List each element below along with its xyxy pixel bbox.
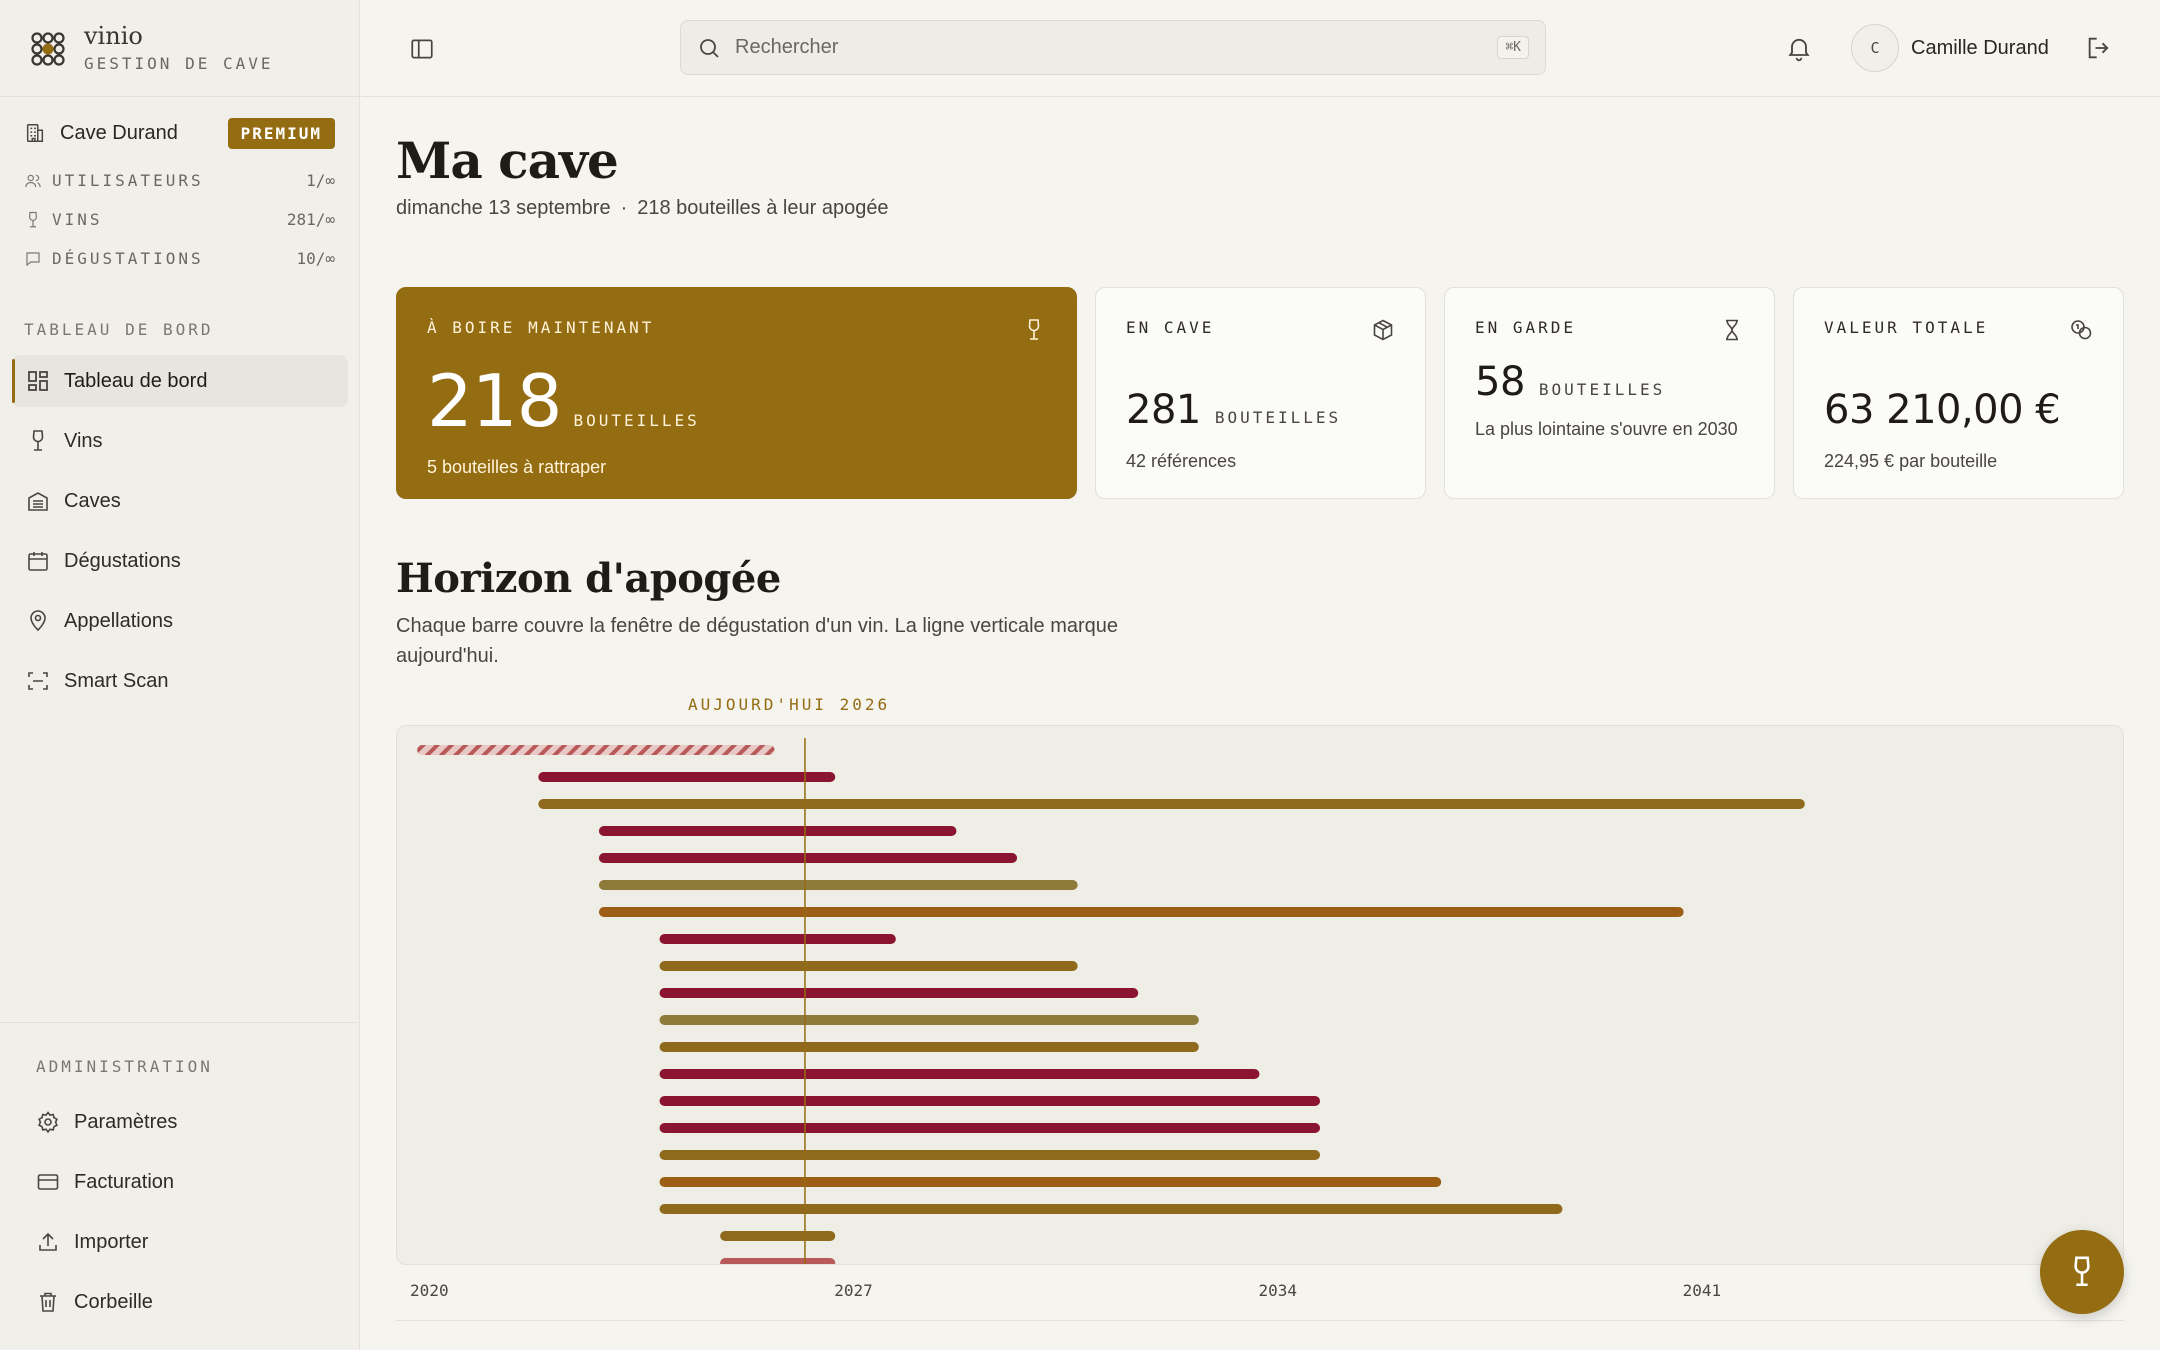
wine-window-bar[interactable] bbox=[659, 988, 1139, 998]
x-tick-label: 2034 bbox=[1258, 1281, 1297, 1300]
message-icon bbox=[26, 251, 40, 266]
wine-window-bar[interactable] bbox=[720, 1231, 836, 1241]
wine-window-bar[interactable] bbox=[598, 907, 1684, 917]
wine-window-bar[interactable] bbox=[538, 799, 1805, 809]
wine-window-bar[interactable] bbox=[538, 772, 836, 782]
admin-nav: ADMINISTRATION Paramètres Facturation Im… bbox=[0, 1022, 358, 1336]
wine-window-bar[interactable] bbox=[659, 1204, 1563, 1214]
nav-item-dashboard[interactable]: Tableau de bord bbox=[12, 355, 348, 407]
wine-window-bar[interactable] bbox=[598, 826, 957, 836]
trash-icon bbox=[40, 1292, 56, 1312]
nav-item-billing[interactable]: Facturation bbox=[24, 1156, 358, 1208]
separator: · bbox=[620, 197, 628, 219]
drink-now-value: 218 bbox=[427, 359, 562, 443]
wine-window-bar[interactable] bbox=[659, 1096, 1321, 1106]
cellar-icon bbox=[28, 492, 48, 511]
x-tick-label: 2027 bbox=[834, 1281, 873, 1300]
organization-panel: Cave Durand PREMIUM UTILISATEURS 1/∞ VIN… bbox=[0, 97, 359, 278]
main-nav: TABLEAU DE BORD Tableau de bord Vins Cav… bbox=[12, 320, 348, 715]
nav-item-import[interactable]: Importer bbox=[24, 1216, 358, 1268]
dashboard-icon bbox=[28, 371, 48, 391]
x-axis: 2020 2027 2034 2041 bbox=[396, 1281, 2124, 1321]
brand[interactable]: vinio GESTION DE CAVE bbox=[0, 0, 359, 97]
user-name: Camille Durand bbox=[1911, 36, 2049, 59]
card-drink-now[interactable]: À BOIRE MAINTENANT 218 BOUTEILLES 5 bout… bbox=[396, 287, 1077, 499]
sidebar: vinio GESTION DE CAVE Cave Durand PREMIU… bbox=[0, 0, 360, 1350]
wine-window-bar[interactable] bbox=[659, 1150, 1321, 1160]
search-bar[interactable]: ⌘K bbox=[680, 20, 1546, 75]
users-icon bbox=[25, 174, 41, 187]
page-subtitle: dimanche 13 septembre · 218 bouteilles à l… bbox=[396, 197, 889, 220]
user-menu[interactable]: C Camille Durand bbox=[1851, 24, 2049, 72]
apogee-chart-svg bbox=[417, 738, 1805, 1265]
upload-icon bbox=[39, 1232, 57, 1251]
wine-window-bar[interactable] bbox=[598, 880, 1078, 890]
search-icon bbox=[700, 38, 719, 58]
wine-window-bar[interactable] bbox=[659, 1069, 1260, 1079]
x-tick-label: 2020 bbox=[410, 1281, 449, 1300]
nav-item-settings[interactable]: Paramètres bbox=[24, 1096, 358, 1148]
coins-icon bbox=[2071, 320, 2092, 340]
apogee-chart bbox=[396, 725, 2124, 1265]
brand-subtitle: GESTION DE CAVE bbox=[84, 53, 274, 73]
map-pin-icon bbox=[30, 610, 46, 632]
brand-name: vinio bbox=[84, 21, 143, 50]
quota-users: UTILISATEURS 1/∞ bbox=[24, 161, 335, 200]
nav-item-cellars[interactable]: Caves bbox=[12, 475, 348, 527]
wine-glass-icon bbox=[29, 211, 37, 227]
admin-section-title: ADMINISTRATION bbox=[36, 1057, 213, 1076]
nav-section-title: TABLEAU DE BORD bbox=[24, 320, 214, 339]
nav-item-smart-scan[interactable]: Smart Scan bbox=[12, 655, 348, 707]
card-total-value[interactable]: VALEUR TOTALE 63 210,00 € 224,95 € par b… bbox=[1793, 287, 2124, 499]
building-icon bbox=[26, 124, 44, 142]
gear-icon bbox=[38, 1111, 58, 1134]
today-label: AUJOURD'HUI 2026 bbox=[688, 695, 891, 714]
wine-glass-icon bbox=[2074, 1256, 2090, 1287]
box-icon bbox=[1373, 319, 1393, 341]
nav-item-tastings[interactable]: Dégustations bbox=[12, 535, 348, 587]
bell-icon[interactable] bbox=[1785, 34, 1813, 62]
nav-item-wines[interactable]: Vins bbox=[12, 415, 348, 467]
avatar: C bbox=[1851, 24, 1899, 72]
wine-window-bar[interactable] bbox=[659, 1177, 1442, 1187]
wine-window-bar[interactable] bbox=[659, 934, 896, 944]
card-in-cellar[interactable]: EN CAVE 281 BOUTEILLES 42 références bbox=[1095, 287, 1426, 499]
horizon-description: Chaque barre couvre la fenêtre de dégust… bbox=[396, 615, 1119, 667]
horizon-title: Horizon d'apogée bbox=[396, 555, 781, 602]
plan-badge: PREMIUM bbox=[227, 117, 335, 149]
wine-glass-icon bbox=[32, 430, 44, 451]
quota-wines: VINS 281/∞ bbox=[24, 200, 335, 239]
wine-window-bar[interactable] bbox=[659, 1042, 1199, 1052]
page-title: Ma cave bbox=[396, 131, 619, 190]
logout-icon[interactable] bbox=[2085, 34, 2113, 62]
wine-glass-icon bbox=[1028, 319, 1040, 340]
hourglass-icon bbox=[1726, 319, 1738, 341]
add-wine-button[interactable] bbox=[2040, 1230, 2124, 1314]
credit-card-icon bbox=[37, 1174, 59, 1190]
organization-switcher[interactable]: Cave Durand PREMIUM bbox=[24, 115, 335, 151]
calendar-icon bbox=[28, 552, 48, 571]
nav-item-appellations[interactable]: Appellations bbox=[12, 595, 348, 647]
wine-window-bar[interactable] bbox=[417, 745, 775, 755]
wine-window-bar[interactable] bbox=[659, 961, 1078, 971]
wine-window-bar[interactable] bbox=[598, 853, 1018, 863]
grapes-logo-icon bbox=[31, 32, 65, 66]
organization-name: Cave Durand bbox=[60, 121, 178, 144]
quota-tastings: DÉGUSTATIONS 10/∞ bbox=[24, 239, 335, 278]
topbar: ⌘K C Camille Durand bbox=[361, 0, 2160, 97]
search-shortcut: ⌘K bbox=[1497, 36, 1529, 59]
nav-item-trash[interactable]: Corbeille bbox=[24, 1276, 358, 1328]
card-aging[interactable]: EN GARDE 58 BOUTEILLES La plus lointaine… bbox=[1444, 287, 1775, 499]
x-tick-label: 2041 bbox=[1682, 1281, 1722, 1300]
wine-window-bar[interactable] bbox=[659, 1015, 1199, 1025]
sidebar-toggle-icon[interactable] bbox=[409, 36, 435, 62]
wine-window-bar[interactable] bbox=[659, 1123, 1321, 1133]
scan-icon bbox=[28, 672, 48, 690]
wine-window-bar[interactable] bbox=[720, 1258, 836, 1265]
apogee-summary: 218 bouteilles à leur apogée bbox=[637, 197, 889, 219]
stat-cards: À BOIRE MAINTENANT 218 BOUTEILLES 5 bout… bbox=[396, 287, 2124, 499]
search-input[interactable] bbox=[735, 36, 1498, 59]
current-date: dimanche 13 septembre bbox=[396, 197, 611, 219]
